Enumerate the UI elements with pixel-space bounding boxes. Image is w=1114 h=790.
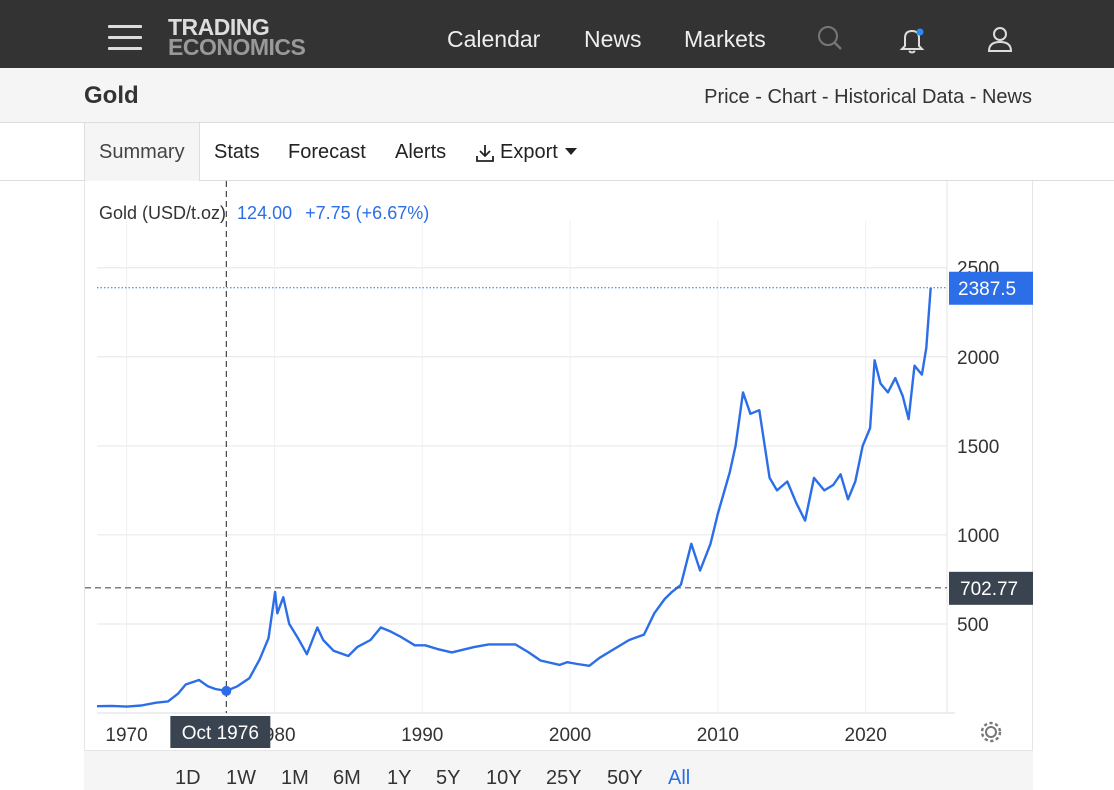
- range-6m[interactable]: 6M: [333, 767, 361, 789]
- tab-export[interactable]: Export: [472, 123, 577, 181]
- last-price-badge: [949, 271, 1033, 305]
- y-tick-label: 500: [957, 615, 989, 636]
- tab-summary[interactable]: Summary: [84, 123, 200, 181]
- range-1w[interactable]: 1W: [226, 767, 256, 789]
- crosshair-price-label: 702.77: [960, 579, 1018, 600]
- nav-markets[interactable]: Markets: [684, 26, 766, 52]
- x-tick-label: 2010: [697, 725, 739, 746]
- range-selector: 1D 1W 1M 6M 1Y 5Y 10Y 25Y 50Y All: [84, 750, 1033, 790]
- chart-instrument-label: Gold (USD/t.oz) 124.00 +7.75 (+6.67%): [99, 203, 429, 223]
- separator: -: [749, 86, 768, 108]
- crosshair-date-label: Oct 1976: [182, 723, 259, 744]
- crosshair-date-badge: [170, 716, 271, 748]
- x-tick-label: 1970: [105, 725, 147, 746]
- separator: -: [964, 86, 982, 108]
- download-icon: [476, 145, 494, 162]
- tab-stats[interactable]: Stats: [214, 141, 260, 163]
- last-price-label: 2387.5: [958, 279, 1016, 300]
- x-tick-label: 2000: [549, 725, 591, 746]
- export-label: Export: [500, 141, 558, 163]
- y-tick-label: 2000: [957, 348, 999, 369]
- separator: -: [816, 86, 835, 108]
- user-icon[interactable]: [985, 24, 1015, 54]
- y-tick-label: 1500: [957, 437, 999, 458]
- instrument-value: 124.00: [237, 203, 292, 223]
- range-1y[interactable]: 1Y: [387, 767, 412, 789]
- page-title: Gold: [84, 82, 139, 109]
- menu-icon[interactable]: [108, 25, 142, 51]
- search-icon[interactable]: [815, 24, 845, 54]
- range-1m[interactable]: 1M: [281, 767, 309, 789]
- nav-news[interactable]: News: [584, 26, 642, 52]
- logo-line2: ECONOMICS: [168, 34, 306, 60]
- x-tick-label: 2020: [845, 725, 887, 746]
- tab-alerts[interactable]: Alerts: [395, 141, 447, 163]
- logo-line1: TRADING: [168, 14, 270, 40]
- title-bar: Gold Price - Chart - Historical Data - N…: [0, 68, 1114, 123]
- range-25y[interactable]: 25Y: [546, 767, 582, 789]
- logo[interactable]: TRADING ECONOMICS: [168, 14, 306, 60]
- instrument-name: Gold (USD/t.oz): [99, 203, 226, 223]
- range-50y[interactable]: 50Y: [607, 767, 643, 789]
- settings-icon[interactable]: [980, 721, 1002, 743]
- link-historical-data[interactable]: Historical Data: [834, 86, 965, 108]
- chart-panel[interactable]: 500 1000 1500 2000 2500 1970 1980 1990 2000 2010 2…: [84, 181, 1033, 790]
- range-5y[interactable]: 5Y: [436, 767, 461, 789]
- top-navbar: TRADING ECONOMICS Calendar News Markets: [0, 0, 1114, 68]
- link-chart[interactable]: Chart: [767, 86, 817, 108]
- link-price[interactable]: Price: [704, 86, 750, 108]
- caret-down-icon: [565, 148, 577, 155]
- x-tick-label: 1990: [401, 725, 443, 746]
- tab-forecast[interactable]: Forecast: [288, 141, 366, 163]
- tab-bar: Summary Stats Forecast Alerts Export: [0, 123, 1114, 181]
- sub-navigation: Price - Chart - Historical Data - News: [704, 86, 1032, 109]
- y-tick-label: 1000: [957, 526, 999, 547]
- range-all[interactable]: All: [668, 767, 691, 789]
- crosshair-point: [221, 685, 232, 696]
- nav-calendar[interactable]: Calendar: [447, 26, 541, 52]
- instrument-change: +7.75 (+6.67%): [305, 203, 429, 223]
- bell-icon[interactable]: [897, 24, 927, 54]
- crosshair-price-badge: [949, 571, 1033, 605]
- link-news[interactable]: News: [981, 86, 1032, 108]
- series-line[interactable]: [96, 287, 932, 708]
- range-1d[interactable]: 1D: [175, 767, 201, 789]
- range-10y[interactable]: 10Y: [486, 767, 522, 789]
